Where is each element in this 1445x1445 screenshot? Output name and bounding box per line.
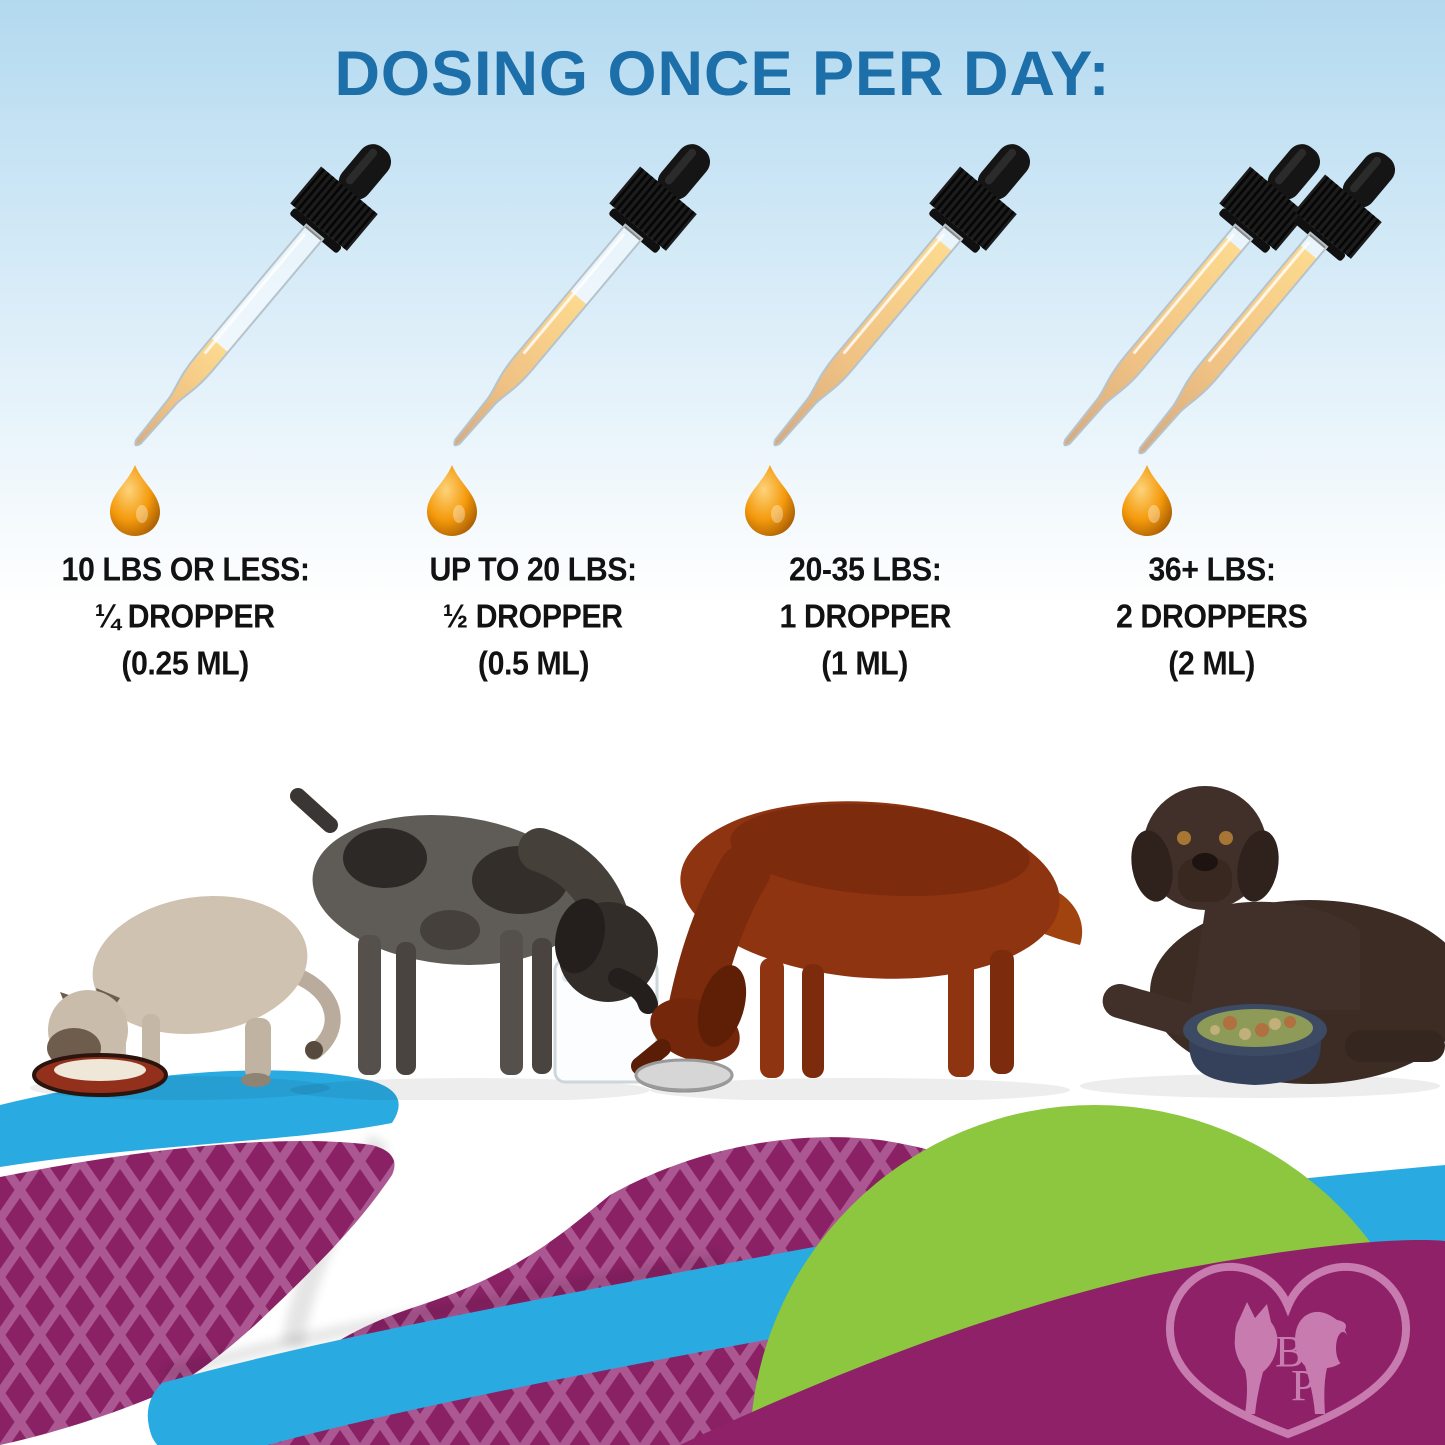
crosshatch-swoosh-left <box>0 1140 395 1445</box>
dropper-full-icon <box>1135 148 1418 479</box>
dose-3-weight: 20-35 LBS: <box>788 550 942 588</box>
puppy-photo <box>290 788 659 1084</box>
dose-2-amount: ½ DROPPER <box>443 597 623 636</box>
dog-silhouette-icon <box>1295 1311 1350 1414</box>
dose-1-text: 10 LBS OR LESS: ¼ DROPPER (0.25 ML) <box>5 550 365 683</box>
dose-4-text: 36+ LBS: 2 DROPPERS (2 ML) <box>1032 550 1392 683</box>
dropper-quarter-full-icon <box>131 140 414 471</box>
cat-photo <box>32 896 341 1097</box>
irish-setter-photo <box>631 801 1083 1093</box>
dose-3-amount: 1 DROPPER <box>779 597 951 636</box>
brand-logo: B P <box>1165 1262 1411 1439</box>
labrador-photo <box>1102 786 1445 1085</box>
logo-letter-p: P <box>1291 1361 1315 1410</box>
dropper-full-icon <box>770 140 1053 471</box>
page-title: DOSING ONCE PER DAY: <box>334 39 1111 109</box>
dose-1-amount: ¼ DROPPER <box>95 597 275 636</box>
logo-letter-b: B <box>1275 1327 1304 1376</box>
heart-icon <box>1165 1262 1411 1439</box>
dose-3-ml: (1 ML) <box>821 644 909 683</box>
dose-2-weight: UP TO 20 LBS: <box>429 550 637 588</box>
bottom-decoration: B P <box>0 1070 1445 1445</box>
oil-drop-icon <box>745 465 795 536</box>
cat-silhouette-icon <box>1234 1302 1278 1414</box>
dose-3-text: 20-35 LBS: 1 DROPPER (1 ML) <box>685 550 1045 683</box>
dose-1-weight: 10 LBS OR LESS: <box>61 550 309 588</box>
dose-1-ml: (0.25 ML) <box>121 644 249 683</box>
dose-4-weight: 36+ LBS: <box>1148 550 1276 588</box>
dose-4-amount: 2 DROPPERS <box>1116 597 1308 636</box>
dose-2-text: UP TO 20 LBS: ½ DROPPER (0.5 ML) <box>353 550 713 683</box>
oil-drop-icon <box>110 465 160 536</box>
dose-4-ml: (2 ML) <box>1168 644 1256 683</box>
oil-drop-icon <box>1122 465 1172 536</box>
pets-photo-strip <box>30 786 1445 1100</box>
dropper-full-icon <box>1060 140 1343 471</box>
dose-2-ml: (0.5 ML) <box>477 644 589 683</box>
dropper-half-full-icon <box>450 140 733 471</box>
oil-drop-icon <box>427 465 477 536</box>
